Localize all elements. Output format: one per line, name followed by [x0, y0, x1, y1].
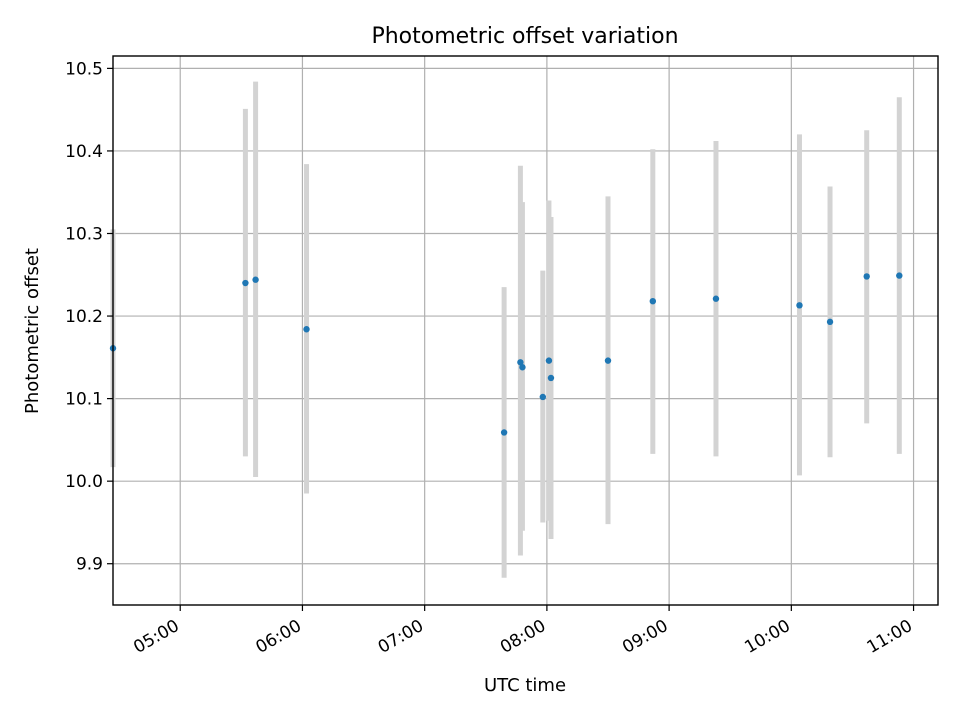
data-point — [519, 364, 526, 371]
data-point — [826, 318, 834, 326]
x-tick-label: 08:00 — [497, 616, 549, 658]
y-tick-label: 10.2 — [65, 307, 103, 327]
data-point — [545, 357, 553, 364]
x-tick-label: 07:00 — [375, 616, 427, 658]
data-point — [649, 297, 657, 305]
data-point — [303, 326, 310, 333]
y-tick-label: 10.0 — [65, 472, 103, 492]
y-axis-ticks: 9.9 10.0 10.1 10.2 10.3 10.4 10.5 — [65, 59, 113, 575]
error-bars — [110, 81, 902, 578]
y-tick-label: 10.5 — [65, 59, 103, 79]
data-point — [252, 276, 259, 283]
data-point — [712, 295, 720, 302]
y-axis-label: Photometric offset — [22, 248, 43, 414]
data-points — [109, 272, 903, 436]
data-point — [863, 273, 870, 280]
grid — [113, 56, 938, 605]
x-tick-label: 05:00 — [130, 616, 182, 658]
y-tick-label: 10.3 — [65, 224, 103, 244]
data-point — [539, 393, 547, 401]
chart-title: Photometric offset variation — [371, 24, 678, 49]
data-point — [517, 359, 524, 366]
x-tick-label: 09:00 — [619, 616, 671, 658]
plot-frame — [112, 55, 939, 606]
x-axis-label: UTC time — [484, 675, 566, 696]
data-point — [500, 429, 508, 436]
x-axis-ticks: 05:00 06:00 07:00 08:00 09:00 10:00 11:00 — [130, 605, 916, 658]
data-point — [896, 272, 903, 279]
data-point — [604, 357, 612, 364]
data-point — [547, 374, 555, 382]
data-point — [242, 279, 249, 287]
y-tick-label: 10.4 — [65, 142, 103, 162]
x-tick-label: 06:00 — [253, 616, 305, 658]
y-tick-label: 9.9 — [76, 555, 103, 575]
data-point — [796, 302, 803, 309]
x-tick-label: 11:00 — [864, 616, 916, 658]
y-tick-label: 10.1 — [65, 390, 103, 410]
x-tick-label: 10:00 — [741, 616, 793, 658]
